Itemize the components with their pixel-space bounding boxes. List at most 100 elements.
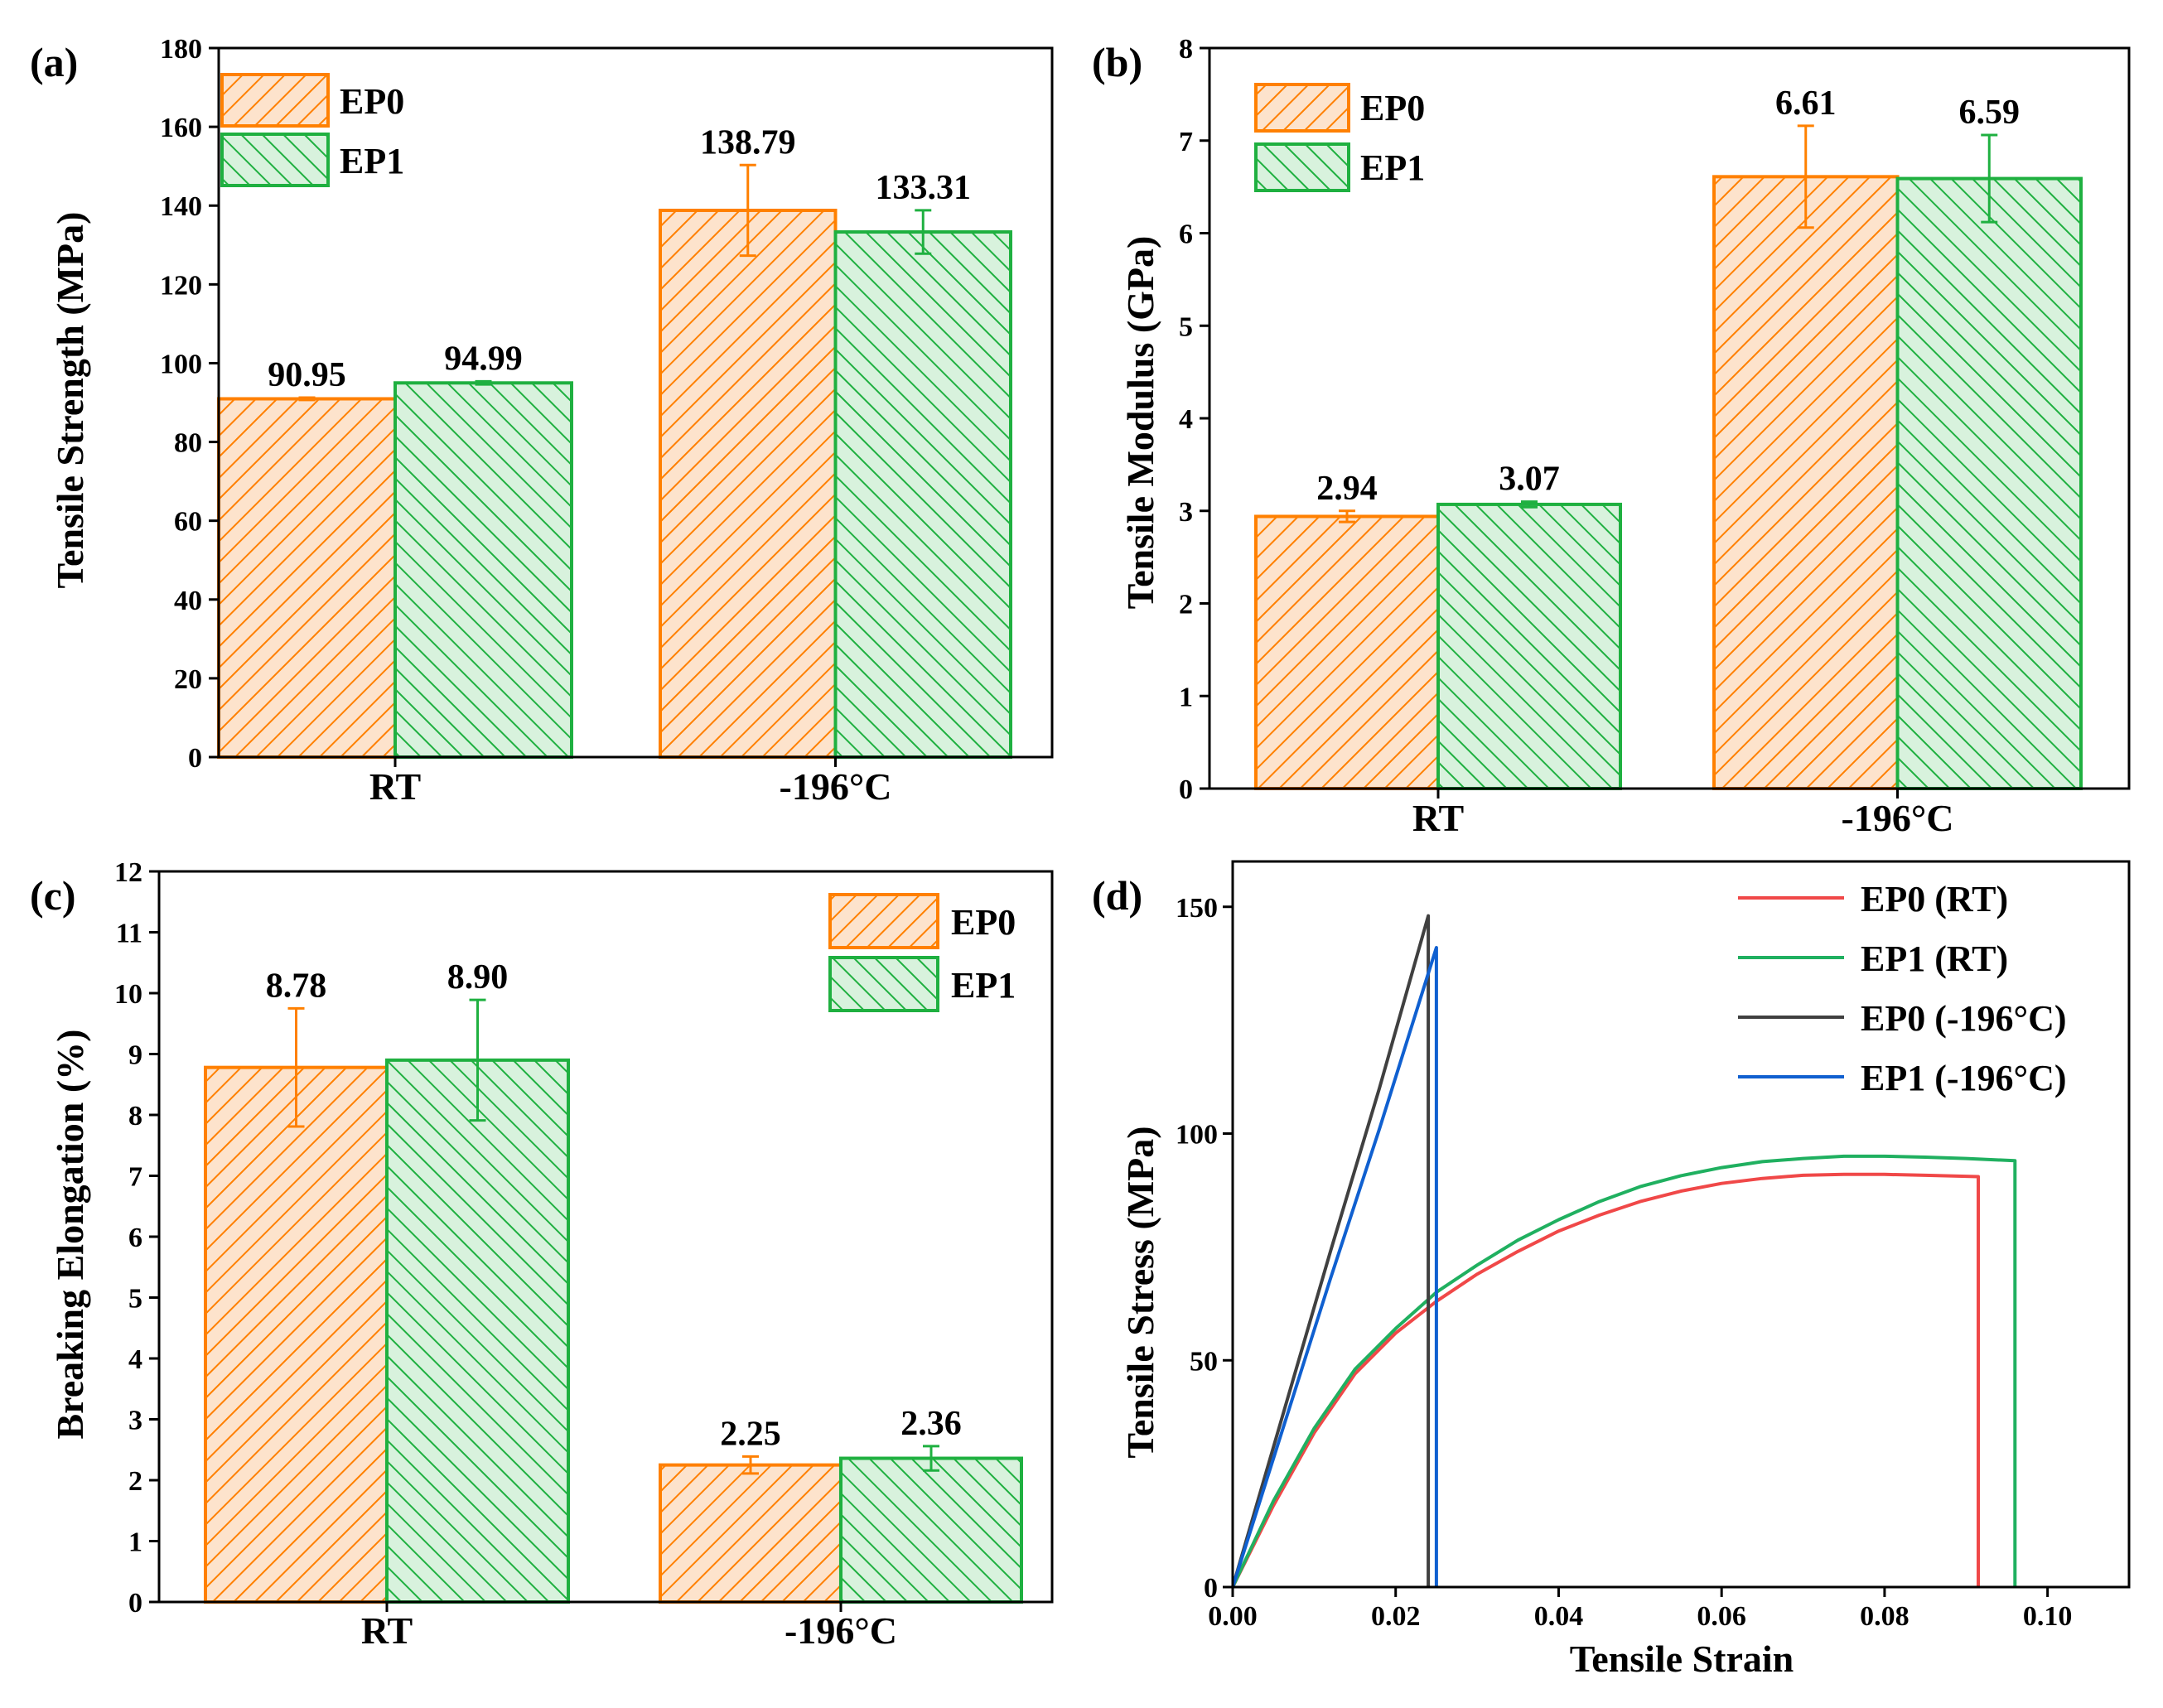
y-axis-label-c: Breaking Elongation (%) xyxy=(49,1030,91,1440)
y-tick-label: 5 xyxy=(128,1284,142,1315)
y-tick-label: 180 xyxy=(160,34,202,65)
panel-label-d: (d) xyxy=(1092,872,1142,919)
bar-ep0-cryo xyxy=(1712,175,1900,790)
panel-a-tensile-strength: (a) Tensile Strength (MPa) 90.95 138.79 94… xyxy=(30,34,1054,808)
y-tick-label: 1 xyxy=(1179,682,1193,712)
bar-ep0-rt xyxy=(217,397,397,759)
data-label: 2.94 xyxy=(1316,470,1378,508)
y-tick-label: 11 xyxy=(116,919,142,949)
x-tick-label: 0.06 xyxy=(1697,1601,1746,1632)
y-tick-label: 100 xyxy=(1176,1120,1218,1151)
data-label: 6.61 xyxy=(1775,84,1837,123)
legend-label: EP1 (-196°C) xyxy=(1861,1058,2067,1098)
x-category-label: RT xyxy=(369,765,421,808)
bars-c: 8.78 2.25 8.90 2.36 xyxy=(204,958,1023,1604)
y-tick-label: 3 xyxy=(1179,497,1193,528)
legend-a: EP0 EP1 xyxy=(220,73,404,187)
legend-label-ep0: EP0 xyxy=(951,902,1016,943)
y-tick-label: 0 xyxy=(1204,1573,1218,1604)
lines-d xyxy=(1231,914,2017,1588)
panel-b-tensile-modulus: (b) Tensile Modulus (GPa) 2.94 6.61 3.07 6.… xyxy=(1092,34,2131,839)
panel-d-stress-strain: (d) Tensile Stress (MPa) Tensile Strain … xyxy=(1092,860,2131,1680)
legend-swatch-ep1 xyxy=(220,133,330,187)
bar-ep1-rt xyxy=(393,381,573,759)
bar-ep0-cryo xyxy=(659,208,838,759)
x-category-label: RT xyxy=(1412,797,1464,839)
series-line xyxy=(1231,914,1431,1588)
y-axis-label-b: Tensile Modulus (GPa) xyxy=(1119,236,1161,610)
y-tick-label: 40 xyxy=(174,586,202,616)
y-tick-label: 5 xyxy=(1179,311,1193,342)
legend-swatch-ep0 xyxy=(220,73,330,128)
bars-b: 2.94 6.61 3.07 6.59 xyxy=(1254,84,2083,791)
y-axis-label-d: Tensile Stress (MPa) xyxy=(1119,1126,1161,1458)
y-tick-label: 50 xyxy=(1190,1346,1218,1377)
panel-label-b: (b) xyxy=(1092,39,1142,85)
y-tick-label: 8 xyxy=(1179,34,1193,65)
legend-swatch-ep1 xyxy=(828,956,939,1012)
legend-b: EP0 EP1 xyxy=(1254,83,1425,192)
axes-d: 0 50 100 150 0.00 0.02 0.04 0.06 0.08 0.10 xyxy=(1176,860,2131,1632)
y-tick-label: 20 xyxy=(174,664,202,695)
y-tick-label: 9 xyxy=(128,1040,142,1071)
x-category-label: -196°C xyxy=(785,1609,897,1652)
y-tick-label: 100 xyxy=(160,349,202,379)
plot-frame xyxy=(1231,860,2131,1589)
bar-ep0-cryo xyxy=(659,1463,843,1604)
panel-c-breaking-elongation: (c) Breaking Elongation (%) 8.78 2.25 8.90… xyxy=(30,857,1054,1652)
data-label: 8.78 xyxy=(266,967,327,1005)
y-tick-label: 1 xyxy=(128,1527,142,1558)
y-tick-label: 60 xyxy=(174,507,202,538)
y-tick-label: 0 xyxy=(128,1588,142,1619)
data-label: 138.79 xyxy=(700,123,796,162)
legend-label-ep1: EP1 xyxy=(340,141,404,181)
y-tick-label: 6 xyxy=(1179,220,1193,250)
legend-swatch-ep0 xyxy=(828,893,939,949)
legend-label: EP1 (RT) xyxy=(1861,938,2008,979)
bar-ep1-rt xyxy=(1436,502,1622,790)
x-category-label: RT xyxy=(361,1609,413,1652)
data-label: 2.25 xyxy=(720,1415,781,1453)
y-tick-label: 12 xyxy=(114,857,142,888)
x-axis-label-d: Tensile Strain xyxy=(1570,1638,1794,1680)
y-tick-label: 6 xyxy=(128,1223,142,1253)
legend-d: EP0 (RT) EP1 (RT) EP0 (-196°C) EP1 (-196°C) xyxy=(1738,879,2067,1098)
legend-label-ep0: EP0 xyxy=(1360,88,1425,128)
bar-ep1-cryo xyxy=(833,230,1012,760)
legend-label: EP0 (-196°C) xyxy=(1861,998,2067,1039)
y-tick-label: 3 xyxy=(128,1406,142,1436)
y-tick-label: 7 xyxy=(128,1162,142,1193)
data-label: 8.90 xyxy=(447,958,509,996)
y-tick-label: 120 xyxy=(160,270,202,301)
y-axis-label-a: Tensile Strength (MPa) xyxy=(49,212,91,589)
bars-a: 90.95 138.79 94.99 133.31 xyxy=(217,123,1012,760)
panel-label-c: (c) xyxy=(30,872,76,919)
legend-swatch-ep1 xyxy=(1254,142,1350,192)
data-label: 90.95 xyxy=(268,356,346,394)
x-category-label: -196°C xyxy=(1842,797,1954,839)
y-tick-label: 2 xyxy=(128,1466,142,1497)
data-label: 2.36 xyxy=(900,1405,962,1443)
y-tick-label: 140 xyxy=(160,191,202,222)
bar-ep0-rt xyxy=(1254,514,1440,791)
axes-b: 0 1 2 3 4 5 6 7 8 RT -196°C xyxy=(1179,34,2131,839)
data-label: 133.31 xyxy=(876,169,972,207)
legend-label: EP0 (RT) xyxy=(1861,879,2008,919)
legend-label-ep1: EP1 xyxy=(951,965,1016,1006)
bar-ep0-rt xyxy=(204,1065,389,1604)
legend-swatch-ep0 xyxy=(1254,83,1350,133)
y-tick-label: 8 xyxy=(128,1101,142,1131)
plot-frame xyxy=(217,46,1054,759)
x-category-label: -196°C xyxy=(780,765,892,808)
y-tick-label: 2 xyxy=(1179,590,1193,620)
series-line xyxy=(1231,1154,2017,1588)
x-tick-label: 0.02 xyxy=(1371,1601,1421,1632)
series-line xyxy=(1231,1172,1980,1588)
bar-ep1-cryo xyxy=(839,1456,1023,1604)
bar-ep1-rt xyxy=(385,1058,570,1604)
y-tick-label: 0 xyxy=(188,743,202,774)
y-tick-label: 10 xyxy=(114,979,142,1010)
x-tick-label: 0.08 xyxy=(1860,1601,1910,1632)
x-tick-label: 0.00 xyxy=(1208,1601,1258,1632)
